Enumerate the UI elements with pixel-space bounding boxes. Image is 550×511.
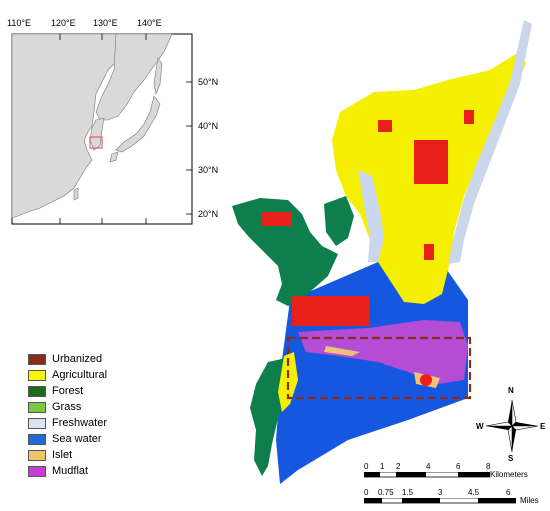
urbanized-block-south bbox=[292, 296, 370, 326]
scale-mi-tick: 0.75 bbox=[378, 488, 394, 497]
inset-japan bbox=[115, 95, 161, 153]
inset-study-area-box bbox=[89, 136, 103, 149]
legend-label: Forest bbox=[52, 385, 84, 397]
legend-swatch-agricultural bbox=[28, 370, 46, 381]
scale-mi-unit: Miles bbox=[520, 496, 539, 505]
inset-russia-east bbox=[95, 33, 173, 121]
scale-mi-tick: 1.5 bbox=[402, 488, 414, 497]
legend-swatch-grass bbox=[28, 402, 46, 413]
legend-item-agricultural: Agricultural bbox=[24, 368, 174, 384]
compass-w: W bbox=[476, 422, 484, 431]
legend-swatch-mudflat bbox=[28, 466, 46, 477]
scale-km-tick: 0 bbox=[364, 462, 369, 471]
legend-swatch-islet bbox=[28, 450, 46, 461]
scale-mi-tick: 6 bbox=[506, 488, 511, 497]
legend-swatch-freshwater bbox=[28, 418, 46, 429]
legend-swatch-urbanized bbox=[28, 354, 46, 365]
scale-km-unit: Kilometers bbox=[490, 470, 528, 479]
inset-lat-label-20: 20°N bbox=[198, 209, 219, 219]
inset-lon-label-130: 130°E bbox=[93, 18, 118, 28]
north-arrow-compass: N S W E bbox=[476, 386, 546, 463]
legend-item-sea-water: Sea water bbox=[24, 432, 174, 448]
mudflat-area bbox=[298, 320, 468, 384]
inset-lat-label-50: 50°N bbox=[198, 77, 219, 87]
compass-n: N bbox=[508, 386, 514, 395]
compass-e: E bbox=[540, 422, 546, 431]
land-cover-map bbox=[228, 0, 550, 500]
legend-label: Islet bbox=[52, 449, 73, 461]
scale-mi-tick: 3 bbox=[438, 488, 443, 497]
inset-lat-label-30: 30°N bbox=[198, 165, 219, 175]
inset-lat-label-40: 40°N bbox=[198, 121, 219, 131]
legend-label: Urbanized bbox=[52, 353, 103, 365]
inset-sakhalin bbox=[153, 57, 163, 96]
urbanized-block-west bbox=[262, 212, 292, 226]
urbanized-block-center bbox=[414, 140, 448, 184]
inset-mainland-asia bbox=[11, 33, 117, 219]
inset-lon-label-140: 140°E bbox=[137, 18, 162, 28]
freshwater-river-east bbox=[448, 20, 532, 264]
legend-swatch-forest bbox=[28, 386, 46, 397]
inset-lon-label-120: 120°E bbox=[51, 18, 76, 28]
forest-area-west bbox=[232, 198, 338, 306]
legend-label: Grass bbox=[52, 401, 82, 413]
land-cover-legend: Urbanized Agricultural Forest Grass Fres… bbox=[24, 352, 174, 480]
legend-item-forest: Forest bbox=[24, 384, 174, 400]
legend-item-freshwater: Freshwater bbox=[24, 416, 174, 432]
legend-label: Agricultural bbox=[52, 369, 108, 381]
compass-s: S bbox=[508, 454, 514, 463]
scale-mi-tick: 0 bbox=[364, 488, 369, 497]
legend-item-mudflat: Mudflat bbox=[24, 464, 174, 480]
scale-km-tick: 8 bbox=[486, 462, 491, 471]
legend-item-grass: Grass bbox=[24, 400, 174, 416]
legend-label: Sea water bbox=[52, 433, 102, 445]
legend-item-urbanized: Urbanized bbox=[24, 352, 174, 368]
forest-area-north bbox=[324, 196, 354, 246]
scale-km-tick: 1 bbox=[380, 462, 385, 471]
scale-bars: 0 1 2 4 6 8 Kilometers 0 0.75 1.5 3 4.5 … bbox=[360, 462, 546, 506]
scale-km-tick: 4 bbox=[426, 462, 431, 471]
legend-label: Mudflat bbox=[52, 465, 89, 477]
scale-km-tick: 2 bbox=[396, 462, 401, 471]
inset-locator-map: 110°E 120°E 130°E 140°E 50°N 40°N 30°N 2… bbox=[4, 0, 218, 240]
islet-area bbox=[324, 346, 360, 356]
freshwater-river-west bbox=[358, 170, 384, 262]
legend-swatch-sea-water bbox=[28, 434, 46, 445]
inset-lon-label-110: 110°E bbox=[7, 18, 31, 28]
scale-mi-tick: 4.5 bbox=[468, 488, 480, 497]
scale-km-tick: 6 bbox=[456, 462, 461, 471]
legend-label: Freshwater bbox=[52, 417, 108, 429]
study-area-dashed-box bbox=[286, 336, 472, 400]
legend-item-islet: Islet bbox=[24, 448, 174, 464]
